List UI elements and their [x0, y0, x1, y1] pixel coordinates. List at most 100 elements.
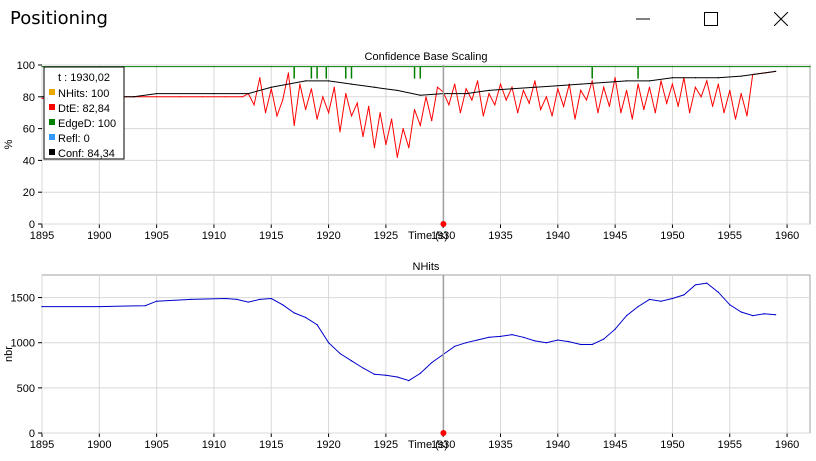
x-tick-label: 1955 [718, 439, 742, 451]
series-conf-point [247, 93, 249, 95]
series-nhits-line [42, 282, 776, 382]
series-dte-point [511, 86, 513, 88]
series-dte-point [540, 108, 542, 111]
x-tick-label: 1955 [718, 230, 742, 242]
series-dte-point [671, 83, 674, 85]
series-dte-point [431, 120, 433, 122]
legend-swatch-edged [49, 119, 55, 125]
y-tick-label: 100 [17, 60, 35, 72]
series-dte-point [425, 96, 427, 98]
x-tick-label: 1900 [87, 439, 111, 451]
series-nhits-point [603, 338, 605, 340]
series-dte-point [391, 118, 393, 120]
series-nhits-point [41, 306, 43, 308]
series-conf-point [41, 96, 43, 98]
series-dte-point [499, 83, 502, 85]
series-dte-point [419, 124, 421, 127]
series-dte-point [625, 89, 628, 92]
series-nhits-point [545, 342, 547, 344]
x-tick-label: 1915 [259, 439, 283, 451]
series-dte-point [574, 118, 576, 120]
series-dte-point [746, 115, 748, 117]
title-bar: Positioning [0, 0, 816, 38]
legend-box [43, 66, 125, 160]
series-dte-point [654, 112, 656, 114]
series-nhits-point [568, 341, 570, 343]
series-nhits-point [511, 333, 513, 336]
series-dte-point [620, 112, 622, 114]
series-dte-point [259, 77, 261, 79]
series-dte-point [608, 105, 611, 107]
series-dte-point [224, 96, 227, 98]
time-cursor-marker[interactable] [440, 221, 447, 227]
time-cursor-marker[interactable] [440, 430, 447, 436]
series-dte-point [339, 131, 341, 133]
series-nhits-point [465, 342, 467, 344]
series-dte-point [41, 97, 43, 99]
series-conf-point [763, 72, 765, 74]
series-nhits-point [499, 335, 502, 337]
series-conf-point [557, 85, 559, 87]
series-dte-point [643, 108, 645, 111]
series-nhits-point [775, 314, 777, 316]
series-nhits-point [339, 352, 341, 355]
series-dte-point [522, 89, 525, 92]
y-tick-label: 40 [23, 155, 35, 167]
series-dte-point [666, 102, 668, 104]
legend-entry-refl: Refl: 0 [58, 133, 90, 145]
series-dte-point [436, 86, 439, 88]
x-tick-label: 1900 [87, 230, 111, 242]
series-conf-point [648, 80, 651, 82]
close-button[interactable] [758, 0, 804, 38]
series-dte-point [253, 104, 255, 106]
series-dte-point [459, 112, 461, 114]
series-dte-point [517, 112, 519, 114]
series-nhits-point [534, 340, 536, 342]
y-tick-label: 1000 [11, 338, 35, 350]
nhits-chart: 1895 1900 1905 1910 1915 1920 1925 1930 1935 1940… [3, 261, 811, 451]
series-dte-point [350, 115, 353, 117]
series-conf-point [350, 83, 353, 85]
series-dte-point [482, 115, 484, 117]
series-nhits-point [156, 300, 158, 302]
series-conf-point [671, 77, 674, 79]
x-tick-label: 1920 [316, 230, 340, 242]
legend-time-label: t : 1930,02 [58, 72, 110, 84]
series-dte-point [402, 128, 404, 130]
legend-swatch-dte [49, 104, 55, 110]
minimize-button[interactable] [620, 0, 666, 38]
series-nhits-point [305, 316, 307, 319]
series-edged-point [809, 65, 811, 68]
series-nhits-point [694, 284, 696, 286]
maximize-button[interactable] [688, 0, 734, 38]
series-conf-point [580, 83, 582, 85]
x-tick-label: 1925 [374, 230, 398, 242]
y-tick-label: 60 [23, 124, 35, 136]
series-conf-point [775, 70, 777, 72]
series-nhits-point [385, 374, 387, 376]
series-nhits-point [419, 372, 421, 375]
series-conf-line [42, 70, 776, 98]
x-tick-label: 1895 [30, 230, 54, 242]
confidence-chart: 1895 1900 1905 1910 1915 1920 1925 1930 1935 1940… [3, 51, 811, 242]
series-dte-point [528, 102, 530, 104]
series-nhits-point [362, 367, 364, 369]
series-dte-point [505, 99, 507, 101]
series-conf-point [740, 75, 742, 77]
series-dte-point [729, 89, 731, 92]
x-tick-label: 1920 [316, 439, 340, 451]
x-tick-label: 1910 [202, 230, 226, 242]
legend: t : 1930,02 NHits: 100 DtE: 82,84 EdgeD: 10… [43, 66, 125, 160]
x-tick-label: 1915 [259, 230, 283, 242]
y-axis-label: nbr [3, 346, 15, 362]
series-nhits-point [408, 380, 410, 382]
series-nhits-point [190, 298, 192, 300]
x-tick-label: 1905 [144, 439, 168, 451]
series-conf-point [603, 81, 605, 84]
series-dte-point [156, 96, 158, 98]
legend-swatch-refl [49, 134, 55, 140]
series-dte-point [465, 88, 467, 90]
series-dte-point [494, 104, 496, 106]
series-nhits-point [282, 304, 284, 306]
